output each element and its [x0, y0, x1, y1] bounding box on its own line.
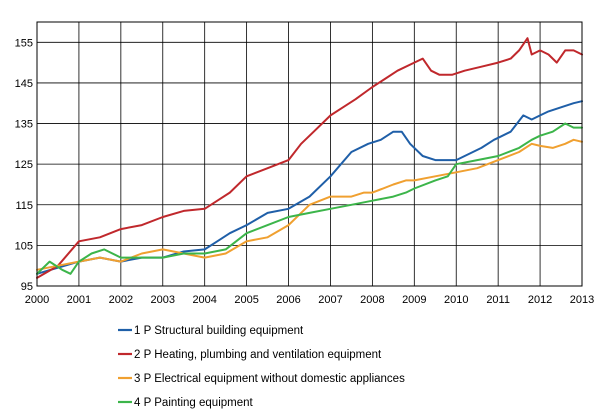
x-tick-label: 2012: [528, 294, 552, 306]
x-tick-label: 2004: [192, 294, 216, 306]
series-line-4: [36, 122, 583, 275]
legend-label-2: 2 P Heating, plumbing and ventilation eq…: [134, 349, 382, 361]
x-tick-label: 2003: [151, 294, 175, 306]
series-line-1: [36, 100, 583, 275]
series-line-3: [36, 138, 583, 271]
grid-lines: [36, 22, 583, 287]
x-tick-label: 2011: [486, 294, 510, 306]
series-layer: [36, 37, 583, 279]
y-tick-label: 125: [15, 159, 33, 171]
x-tick-label: 2007: [318, 294, 342, 306]
plot-frame: [36, 21, 583, 287]
x-tick-label: 2009: [402, 294, 426, 306]
x-tick-label: 2005: [234, 294, 258, 306]
x-tick-label: 2001: [67, 294, 91, 306]
legend-label-4: 4 P Painting equipment: [134, 397, 254, 409]
y-tick-label: 145: [15, 78, 33, 90]
x-tick-label: 2006: [276, 294, 300, 306]
x-tick-label: 2008: [360, 294, 384, 306]
x-tick-label: 2002: [109, 294, 133, 306]
legend: 1 P Structural building equipment 2 P Hea…: [118, 325, 405, 409]
y-tick-label: 155: [15, 37, 33, 49]
x-tick-label: 2010: [444, 294, 468, 306]
x-tick-label: 2000: [25, 294, 49, 306]
legend-label-1: 1 P Structural building equipment: [134, 325, 304, 337]
x-tick-label: 2013: [570, 294, 594, 306]
y-tick-label: 105: [15, 240, 33, 252]
y-tick-label: 115: [15, 200, 33, 212]
legend-label-3: 3 P Electrical equipment without domesti…: [134, 373, 405, 385]
y-axis-ticks: 95 105 115 125 135 145 155: [15, 37, 33, 293]
series-line-2: [36, 37, 583, 279]
y-tick-label: 95: [21, 281, 33, 293]
y-tick-label: 135: [15, 119, 33, 131]
x-axis-ticks: 2000 2001 2002 2003 2004 2005 2006 2007 2008 2009…: [25, 294, 594, 306]
